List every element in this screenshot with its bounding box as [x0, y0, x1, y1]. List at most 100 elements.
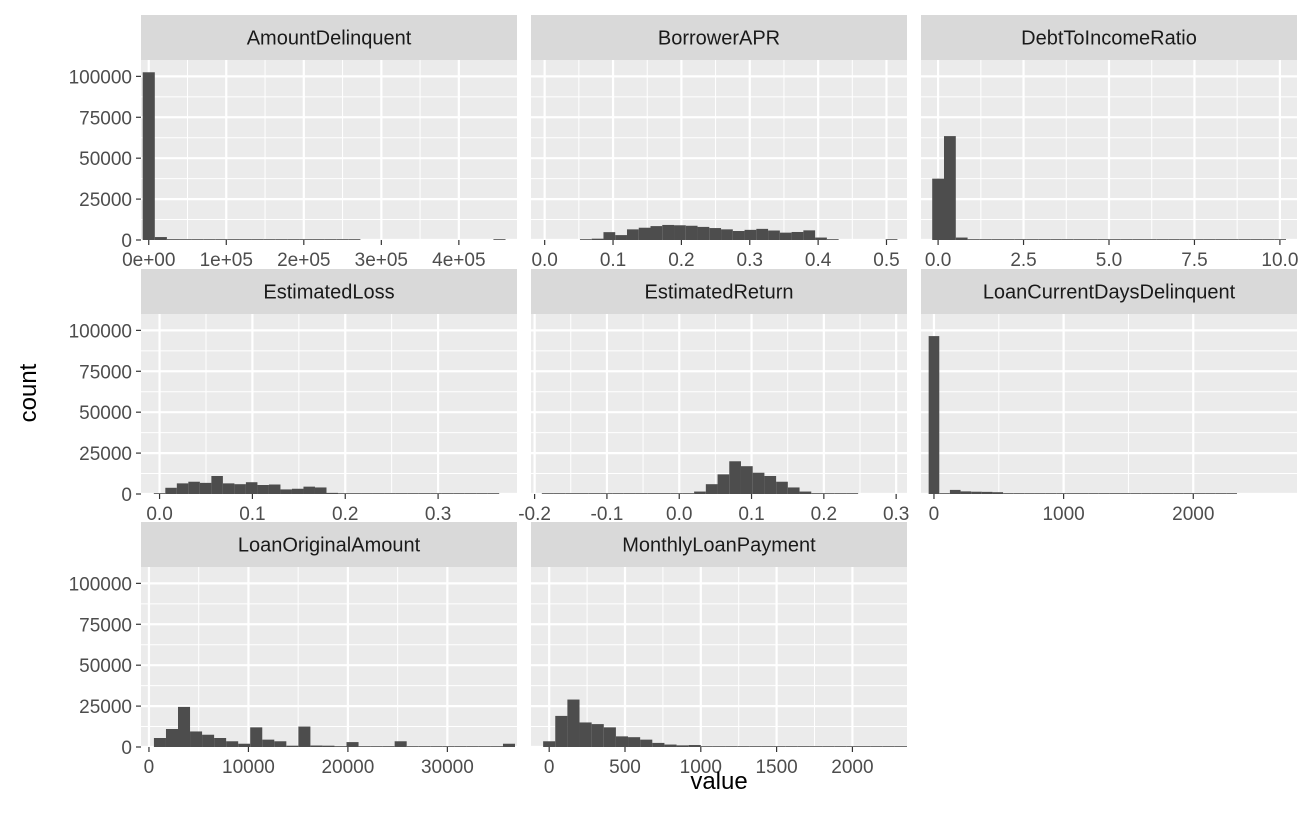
histogram-bar: [992, 492, 1004, 494]
histogram-bar: [779, 232, 792, 240]
histogram-bar: [858, 746, 871, 747]
histogram-bar: [291, 488, 304, 494]
histogram-bar: [310, 745, 323, 747]
histogram-bar: [274, 741, 287, 747]
histogram-bar: [600, 493, 613, 494]
x-tick-label: 7.5: [1181, 250, 1207, 271]
histogram-bar: [1215, 493, 1227, 494]
histogram-bar: [441, 493, 454, 494]
histogram-bar: [541, 493, 554, 494]
facet-panel: [531, 60, 907, 240]
histogram-bar: [464, 493, 477, 494]
histogram-bar: [1003, 493, 1014, 494]
x-tick-label: 0.0: [146, 504, 172, 525]
histogram-bar: [502, 743, 516, 747]
y-axis-title: count: [15, 363, 42, 422]
histogram-bar: [188, 481, 200, 494]
x-tick-label: 0.3: [737, 250, 763, 271]
facet-strip: [141, 522, 517, 567]
histogram-bar: [275, 239, 288, 240]
histogram-bar: [454, 746, 467, 747]
histogram-bar: [579, 239, 592, 240]
histogram-bar: [334, 746, 347, 747]
y-tick-label: 25000: [79, 444, 132, 465]
histogram-bar: [725, 746, 738, 747]
histogram-bar: [588, 493, 601, 494]
histogram-bar: [303, 486, 315, 494]
x-tick-label: 1e+05: [200, 250, 253, 271]
histogram-bar: [1061, 239, 1074, 240]
histogram-bar: [372, 493, 385, 494]
histogram-bar: [822, 493, 835, 494]
histogram-bar: [487, 493, 500, 494]
x-tick-label: 2e+05: [277, 250, 330, 271]
histogram-bar: [466, 746, 479, 747]
histogram-bar: [944, 136, 956, 240]
histogram-bar: [1156, 239, 1169, 240]
histogram-bar: [1227, 239, 1239, 240]
histogram-bar: [222, 483, 235, 494]
histogram-bar: [336, 239, 349, 240]
x-tick-label: 1000: [1042, 504, 1084, 525]
x-tick-label: 0.4: [805, 250, 832, 271]
x-tick-label: 1500: [755, 757, 797, 778]
x-tick-label: 4e+05: [432, 250, 485, 271]
histogram-bar: [245, 482, 258, 494]
histogram-bar: [142, 72, 155, 240]
histogram-bar: [1168, 239, 1180, 240]
x-tick-label: 0e+00: [122, 250, 175, 271]
histogram-bar: [650, 226, 663, 240]
histogram-bar: [674, 225, 686, 240]
histogram-bar: [834, 746, 847, 747]
histogram-bar: [567, 699, 580, 747]
histogram-bar: [1098, 493, 1110, 494]
facet-panel: [921, 314, 1297, 494]
histogram-bar: [717, 474, 730, 494]
x-tick-label: 0.1: [600, 250, 626, 271]
x-tick-label: 30000: [421, 757, 474, 778]
histogram-bar: [349, 493, 362, 494]
histogram-bar: [361, 493, 373, 494]
histogram-bar: [1203, 239, 1216, 240]
histogram-bar: [791, 231, 804, 240]
histogram-bar: [165, 487, 177, 494]
histogram-bar: [688, 745, 701, 747]
histogram-bar: [826, 239, 839, 240]
x-tick-label: 0.3: [883, 504, 909, 525]
histogram-bar: [662, 224, 675, 240]
x-tick-label: 0: [929, 504, 940, 525]
histogram-bar: [406, 746, 419, 747]
histogram-bar: [694, 491, 706, 494]
histogram-bar: [257, 485, 269, 494]
y-tick-label: 100000: [69, 67, 132, 88]
histogram-bar: [1013, 493, 1025, 494]
y-tick-label: 75000: [79, 615, 132, 636]
histogram-bar: [626, 229, 639, 240]
histogram-bar: [490, 746, 503, 747]
histogram-bar: [280, 489, 292, 494]
x-tick-label: 2000: [831, 757, 873, 778]
histogram-bar: [797, 746, 810, 747]
histogram-bar: [615, 235, 627, 240]
histogram-bar: [740, 466, 753, 494]
histogram-bar: [1274, 239, 1286, 240]
histogram-bar: [756, 228, 769, 240]
histogram-bar: [268, 484, 281, 494]
histogram-bar: [1179, 239, 1192, 240]
x-tick-label: 500: [609, 757, 641, 778]
histogram-bar: [263, 239, 276, 240]
histogram-bar: [478, 746, 491, 747]
histogram-bar: [809, 746, 823, 747]
histogram-bar: [603, 727, 616, 747]
histogram-bar: [324, 239, 337, 240]
histogram-bar: [939, 493, 950, 494]
histogram-bar: [664, 744, 677, 747]
y-tick-label: 75000: [79, 108, 132, 129]
histogram-bar: [312, 239, 325, 240]
histogram-bar: [591, 238, 604, 240]
facet-strip-label: LoanOriginalAmount: [238, 535, 421, 557]
histogram-bar: [348, 239, 361, 240]
x-tick-label: 0.0: [666, 504, 692, 525]
facet-strip-label: BorrowerAPR: [658, 28, 780, 50]
histogram-bar: [768, 230, 780, 240]
